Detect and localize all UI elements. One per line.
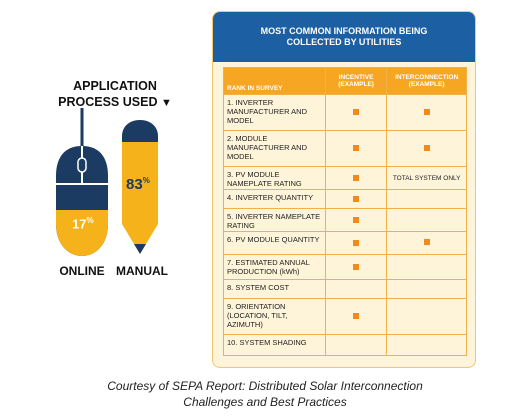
orange-square-marker [353,109,360,115]
cell-note: TOTAL SYSTEM ONLY [392,174,461,182]
rank-item: 1. INVERTER MANUFACTURER AND MODEL [223,94,326,131]
utility-info-panel: MOST COMMON INFORMATION BEING COLLECTED … [212,11,476,368]
incentive-cell [324,254,388,280]
rank-item: 3. PV MODULE NAMEPLATE RATING [223,166,326,190]
table-row: 9. ORIENTATION (LOCATION, TILT, AZIMUTH) [223,298,467,335]
orange-square-marker [423,239,430,245]
incentive-cell [324,189,388,209]
manual-percentage: 83% [126,176,150,193]
pencil-icon [122,120,158,254]
table-header-row: RANK IN SURVEY INCENTIVE (EXAMPLE) INTER… [223,67,467,95]
orange-square-marker [423,144,430,151]
interconnection-cell [386,130,467,167]
incentive-cell [324,166,388,190]
col-header-interconnection: INTERCONNECTION (EXAMPLE) [386,67,467,95]
orange-square-marker [353,145,360,151]
mouse-and-pencil-graphic [56,108,158,256]
incentive-cell [324,208,388,232]
heading-line-2: PROCESS USED [58,95,158,109]
interconnection-cell: TOTAL SYSTEM ONLY [386,166,467,190]
rank-item: 9. ORIENTATION (LOCATION, TILT, AZIMUTH) [223,298,326,335]
rank-item: 8. SYSTEM COST [223,279,326,299]
orange-square-marker [353,239,360,246]
interconnection-cell [386,298,467,335]
mouse-icon [56,146,108,256]
orange-square-marker [353,313,360,319]
orange-square-marker [353,174,360,181]
rank-item: 7. ESTIMATED ANNUAL PRODUCTION (kWh) [223,254,326,280]
incentive-cell [324,298,388,335]
information-table: RANK IN SURVEY INCENTIVE (EXAMPLE) INTER… [223,67,467,356]
interconnection-cell [386,231,467,255]
incentive-cell [324,94,388,131]
table-row: 2. MODULE MANUFACTURER AND MODEL [223,130,467,167]
table-row: 3. PV MODULE NAMEPLATE RATING TOTAL SYSTE… [223,166,467,190]
interconnection-cell [386,94,467,131]
incentive-cell [324,130,388,167]
caption-line-2: Challenges and Best Practices [183,395,347,409]
table-row: 10. SYSTEM SHADING [223,334,467,356]
application-process-heading: APPLICATION PROCESS USED ▼ [40,78,190,111]
table-row: 5. INVERTER NAMEPLATE RATING [223,208,467,232]
table-row: 4. INVERTER QUANTITY [223,189,467,209]
image-caption: Courtesy of SEPA Report: Distributed Sol… [80,378,450,410]
incentive-cell [324,231,388,255]
interconnection-cell [386,189,467,209]
rank-item: 10. SYSTEM SHADING [223,334,326,356]
online-label: ONLINE [59,264,105,278]
interconnection-cell [386,254,467,280]
caption-line-1: Courtesy of SEPA Report: Distributed Sol… [107,379,423,393]
orange-square-marker [423,108,430,115]
incentive-cell [324,279,388,299]
orange-square-marker [353,263,360,270]
rank-item: 4. INVERTER QUANTITY [223,189,326,209]
orange-square-marker [353,216,360,223]
col-header-incentive: INCENTIVE (EXAMPLE) [324,67,388,95]
col-header-rank: RANK IN SURVEY [223,67,326,95]
manual-label: MANUAL [116,264,168,278]
table-row: 8. SYSTEM COST [223,279,467,299]
panel-title: MOST COMMON INFORMATION BEING COLLECTED … [260,26,428,47]
incentive-cell [324,334,388,356]
interconnection-cell [386,334,467,356]
table-row: 6. PV MODULE QUANTITY [223,231,467,255]
table-row: 7. ESTIMATED ANNUAL PRODUCTION (kWh) [223,254,467,280]
rank-item: 6. PV MODULE QUANTITY [223,231,326,255]
rank-item: 5. INVERTER NAMEPLATE RATING [223,208,326,232]
orange-square-marker [353,195,360,202]
down-triangle-icon: ▼ [160,97,172,109]
table-row: 1. INVERTER MANUFACTURER AND MODEL [223,94,467,131]
panel-header: MOST COMMON INFORMATION BEING COLLECTED … [213,12,475,62]
rank-item: 2. MODULE MANUFACTURER AND MODEL [223,130,326,167]
heading-line-1: APPLICATION [73,79,157,93]
online-percentage: 17% [72,216,94,232]
interconnection-cell [386,279,467,299]
process-illustration: 17% 83% [50,106,190,266]
interconnection-cell [386,208,467,232]
